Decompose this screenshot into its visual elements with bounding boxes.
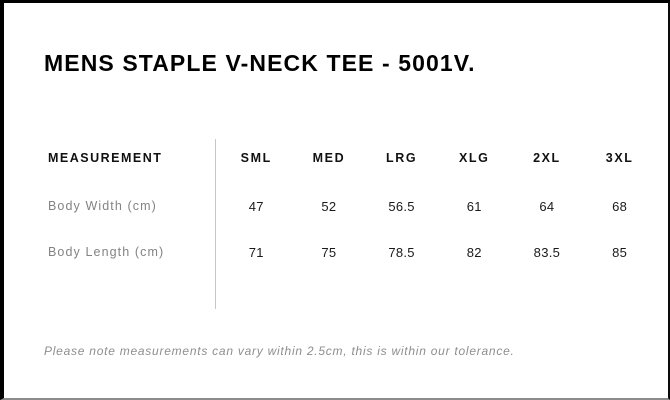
table-vertical-divider xyxy=(215,139,216,309)
column-header-measurement: MEASUREMENT xyxy=(48,151,163,165)
column-header-sml: SML xyxy=(240,151,272,165)
cell-body-length-xlg: 82 xyxy=(466,244,482,260)
cell-body-length-2xl: 83.5 xyxy=(533,244,561,260)
table-row: Body Length (cm) 71 75 78.5 82 83.5 85 xyxy=(44,229,656,275)
cell-body-width-3xl: 68 xyxy=(612,198,628,214)
size-measurement-table: MEASUREMENT SML MED LRG XLG 2XL 3XL Body… xyxy=(44,133,656,275)
cell-body-width-lrg: 56.5 xyxy=(388,198,415,214)
cell-body-length-lrg: 78.5 xyxy=(388,244,415,260)
tolerance-note: Please note measurements can vary within… xyxy=(44,344,515,358)
cell-body-width-2xl: 64 xyxy=(539,198,555,214)
table-row: Body Width (cm) 47 52 56.5 61 64 68 xyxy=(44,183,656,229)
column-header-xlg: XLG xyxy=(459,151,490,165)
cell-body-width-sml: 47 xyxy=(248,198,264,214)
cell-body-width-xlg: 61 xyxy=(466,198,482,214)
cell-body-length-med: 75 xyxy=(321,244,337,260)
cell-body-width-med: 52 xyxy=(321,198,337,214)
column-header-lrg: LRG xyxy=(385,151,418,165)
cell-body-length-sml: 71 xyxy=(248,244,264,260)
column-header-2xl: 2XL xyxy=(533,151,561,165)
table-header-row: MEASUREMENT SML MED LRG XLG 2XL 3XL xyxy=(44,133,656,183)
cell-body-length-3xl: 85 xyxy=(612,244,628,260)
column-header-med: MED xyxy=(312,151,346,165)
column-header-3xl: 3XL xyxy=(605,151,634,165)
page-title: MENS STAPLE V-NECK TEE - 5001V. xyxy=(44,50,476,76)
row-label-body-length: Body Length (cm) xyxy=(48,245,165,259)
row-label-body-width: Body Width (cm) xyxy=(48,199,157,213)
